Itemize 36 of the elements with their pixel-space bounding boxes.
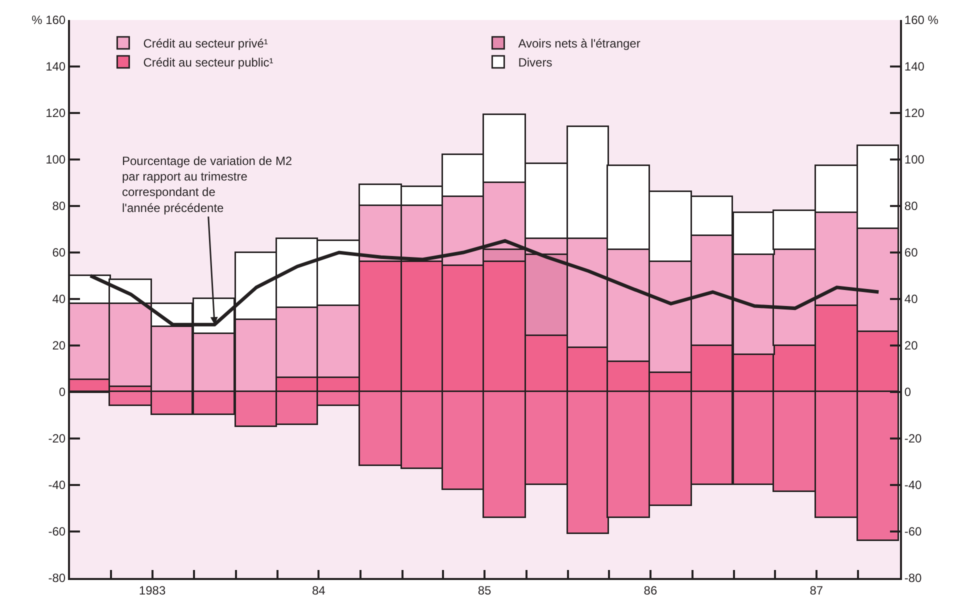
y-tick-label: % 160 (32, 13, 66, 28)
y2-tick-label: 140 (904, 60, 925, 74)
x-tick-label: 87 (810, 583, 824, 598)
legend-label: Crédit au secteur public¹ (143, 56, 274, 70)
y2-tick-label: -80 (904, 571, 922, 586)
y-tick-label: 60 (52, 246, 66, 260)
y2-tick-label: 20 (904, 338, 918, 353)
y2-tick-label: 60 (904, 246, 918, 260)
legend-label: Avoirs nets à l'étranger (518, 36, 640, 51)
x-tick-label: 86 (644, 583, 658, 598)
legend-label: Crédit au secteur privé¹ (143, 36, 268, 51)
y2-tick-label: -20 (904, 432, 922, 446)
y2-tick-label: 0 (904, 385, 912, 400)
y-tick-label: -20 (48, 432, 66, 446)
y-tick-label: -60 (48, 524, 66, 539)
x-tick-label: 84 (312, 583, 326, 598)
y2-tick-label: 120 (904, 106, 925, 120)
y-tick-label: 20 (52, 338, 66, 353)
y-tick-label: 140 (46, 60, 66, 74)
y-tick-label: -80 (48, 571, 66, 586)
y-tick-label: 120 (46, 106, 66, 120)
y-tick-label: 80 (52, 199, 66, 214)
x-tick-label: 1983 (138, 583, 166, 598)
y2-tick-label: -40 (904, 478, 922, 492)
y2-tick-label: 160 % (904, 13, 939, 28)
y2-tick-label: -60 (904, 524, 922, 539)
y-tick-label: 100 (46, 152, 66, 167)
legend-label: Divers (518, 56, 552, 70)
y2-tick-label: 100 (904, 152, 925, 167)
y2-tick-label: 40 (904, 292, 918, 306)
annotation: Pourcentage de variation de M2 par rapport au trimestre correspondant de l'année précédente (122, 154, 292, 215)
x-tick-label: 85 (478, 583, 492, 598)
y-tick-label: 0 (58, 385, 66, 400)
y2-tick-label: 80 (904, 199, 918, 214)
y-tick-label: -40 (48, 478, 66, 492)
y-tick-label: 40 (52, 292, 66, 306)
